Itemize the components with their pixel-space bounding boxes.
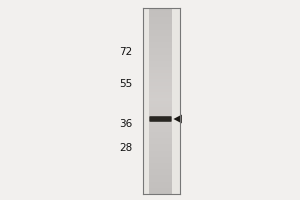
Bar xyxy=(149,126,172,129)
Bar xyxy=(149,157,172,160)
Bar xyxy=(149,151,172,154)
Bar xyxy=(149,185,172,188)
Bar xyxy=(149,169,172,172)
Bar xyxy=(149,178,172,182)
Bar xyxy=(149,163,172,166)
Bar xyxy=(149,120,172,123)
Bar xyxy=(149,95,172,98)
Bar xyxy=(149,54,172,58)
Bar xyxy=(149,89,172,92)
Bar xyxy=(149,104,172,107)
Bar xyxy=(149,64,172,67)
Text: 28: 28 xyxy=(119,143,132,153)
Bar xyxy=(149,172,172,175)
Bar xyxy=(149,107,172,110)
FancyBboxPatch shape xyxy=(149,116,172,122)
Bar xyxy=(149,45,172,48)
Bar xyxy=(149,110,172,113)
Bar xyxy=(149,175,172,178)
Bar xyxy=(149,86,172,89)
Bar xyxy=(149,79,172,82)
Bar xyxy=(149,27,172,30)
Bar xyxy=(149,191,172,194)
Bar xyxy=(149,82,172,86)
Bar xyxy=(149,70,172,73)
Bar xyxy=(149,101,172,104)
Bar xyxy=(149,73,172,76)
Bar xyxy=(149,23,172,27)
Bar xyxy=(149,135,172,138)
Bar xyxy=(149,98,172,101)
Bar xyxy=(149,36,172,39)
Bar xyxy=(149,154,172,157)
Text: 36: 36 xyxy=(119,119,132,129)
Bar xyxy=(149,17,172,20)
Bar xyxy=(149,138,172,141)
Bar xyxy=(149,48,172,51)
Bar xyxy=(149,39,172,42)
Bar xyxy=(149,188,172,191)
Text: 55: 55 xyxy=(119,79,132,89)
Bar xyxy=(149,51,172,54)
Bar xyxy=(149,58,172,61)
Text: 72: 72 xyxy=(119,47,132,57)
Bar xyxy=(149,14,172,17)
Bar xyxy=(149,42,172,45)
Bar xyxy=(149,11,172,14)
Bar xyxy=(142,8,180,194)
Bar xyxy=(149,123,172,126)
Bar xyxy=(149,182,172,185)
Bar xyxy=(149,116,172,120)
Bar xyxy=(149,148,172,151)
Bar xyxy=(149,61,172,64)
Bar xyxy=(149,160,172,163)
Bar xyxy=(149,166,172,169)
Bar xyxy=(149,113,172,116)
Bar xyxy=(149,8,172,194)
Bar xyxy=(149,129,172,132)
Bar xyxy=(149,33,172,36)
Bar xyxy=(149,30,172,33)
Bar xyxy=(149,141,172,144)
Bar xyxy=(149,92,172,95)
Bar xyxy=(149,76,172,79)
Bar xyxy=(149,144,172,148)
Polygon shape xyxy=(173,115,182,123)
Bar xyxy=(149,8,172,11)
Bar xyxy=(149,132,172,135)
Bar xyxy=(149,20,172,23)
Bar xyxy=(149,67,172,70)
